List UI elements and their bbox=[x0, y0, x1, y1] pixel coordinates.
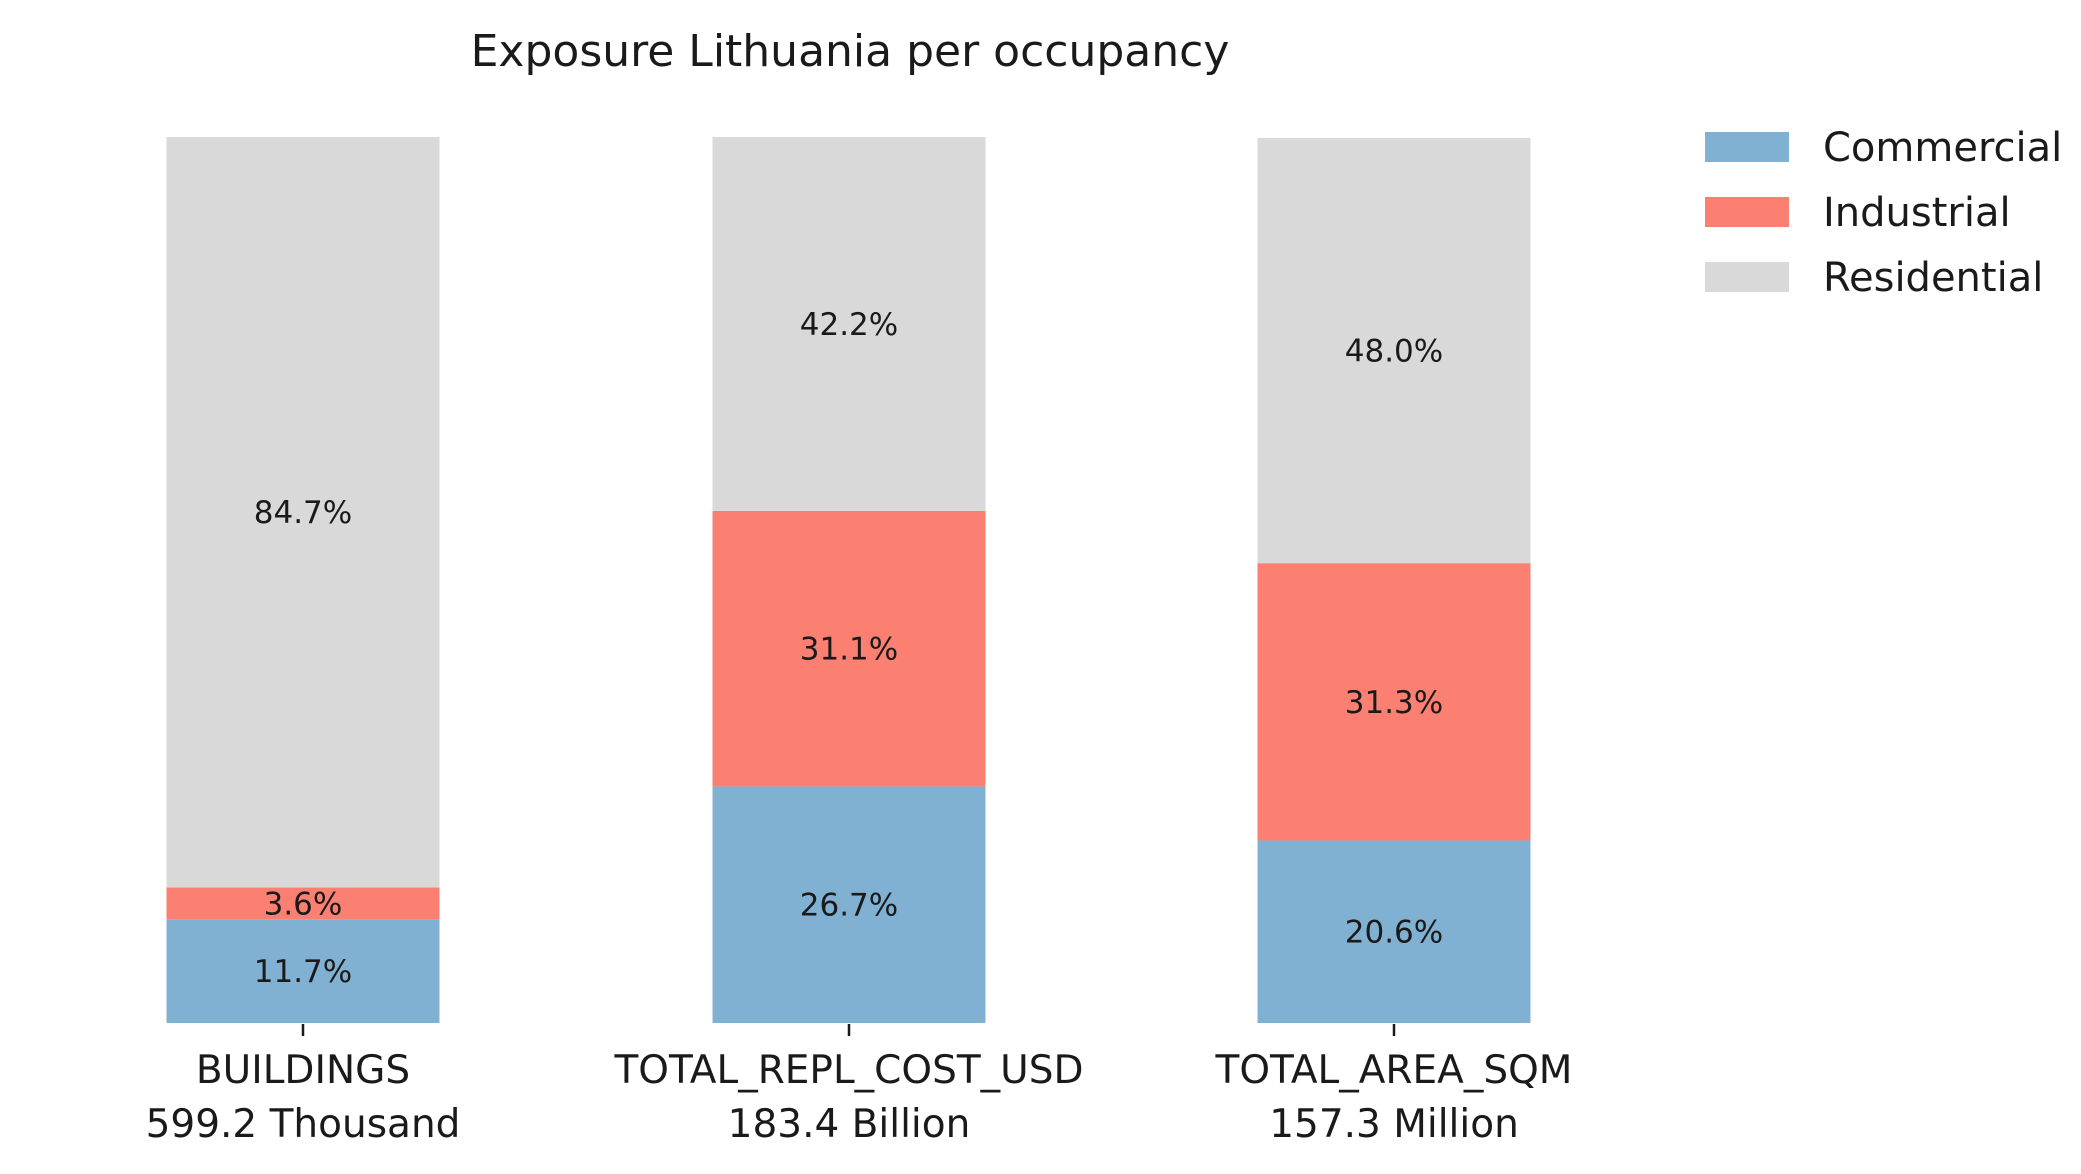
bar-segment-total-repl-cost-usd-commercial bbox=[712, 786, 986, 1023]
data-label-total-repl-cost-usd-residential: 42.2% bbox=[800, 307, 898, 343]
bar-segment-total-repl-cost-usd-residential bbox=[712, 137, 986, 511]
x-axis: BUILDINGS 599.2 Thousand TOTAL_REPL_COST_U… bbox=[146, 1024, 1573, 1147]
x-tick-total-total-area-sqm: 157.3 Million bbox=[1269, 1102, 1519, 1147]
bars-group: 11.7% 3.6% 84.7% 26.7% 31.1% 42.2% 20.6% 31.3% 4… bbox=[166, 137, 1531, 1023]
chart-title: Exposure Lithuania per occupancy bbox=[471, 26, 1230, 77]
data-label-buildings-industrial: 3.6% bbox=[264, 886, 343, 922]
data-label-total-area-sqm-industrial: 31.3% bbox=[1345, 685, 1443, 721]
bar-segment-total-area-sqm-commercial bbox=[1257, 840, 1531, 1023]
bar-segment-total-area-sqm-industrial bbox=[1257, 563, 1531, 841]
bar-segment-buildings-residential bbox=[166, 137, 440, 888]
legend-label-industrial: Industrial bbox=[1823, 190, 2011, 236]
x-tick-label-total-area-sqm: TOTAL_AREA_SQM bbox=[1215, 1048, 1573, 1093]
x-tick-total-buildings: 599.2 Thousand bbox=[146, 1102, 461, 1147]
legend: Commercial Industrial Residential bbox=[1705, 125, 2062, 301]
bar-segment-total-repl-cost-usd-industrial bbox=[712, 510, 986, 787]
data-label-total-repl-cost-usd-commercial: 26.7% bbox=[800, 888, 898, 924]
bar-segment-buildings-industrial bbox=[166, 887, 440, 920]
bar-segment-buildings-commercial bbox=[166, 919, 440, 1023]
data-label-total-repl-cost-usd-industrial: 31.1% bbox=[800, 632, 898, 668]
legend-swatch-commercial bbox=[1705, 132, 1789, 162]
bar-segment-total-area-sqm-residential bbox=[1257, 137, 1531, 564]
legend-label-residential: Residential bbox=[1823, 255, 2043, 301]
data-label-buildings-commercial: 11.7% bbox=[254, 954, 352, 990]
data-label-total-area-sqm-residential: 48.0% bbox=[1345, 334, 1443, 370]
legend-label-commercial: Commercial bbox=[1823, 125, 2062, 171]
legend-swatch-residential bbox=[1705, 262, 1789, 292]
legend-swatch-industrial bbox=[1705, 197, 1789, 227]
x-tick-label-total-repl-cost-usd: TOTAL_REPL_COST_USD bbox=[613, 1048, 1083, 1093]
data-label-total-area-sqm-commercial: 20.6% bbox=[1345, 915, 1443, 951]
data-label-buildings-residential: 84.7% bbox=[254, 495, 352, 531]
x-tick-total-total-repl-cost-usd: 183.4 Billion bbox=[728, 1102, 971, 1147]
x-tick-label-buildings: BUILDINGS bbox=[196, 1048, 410, 1093]
